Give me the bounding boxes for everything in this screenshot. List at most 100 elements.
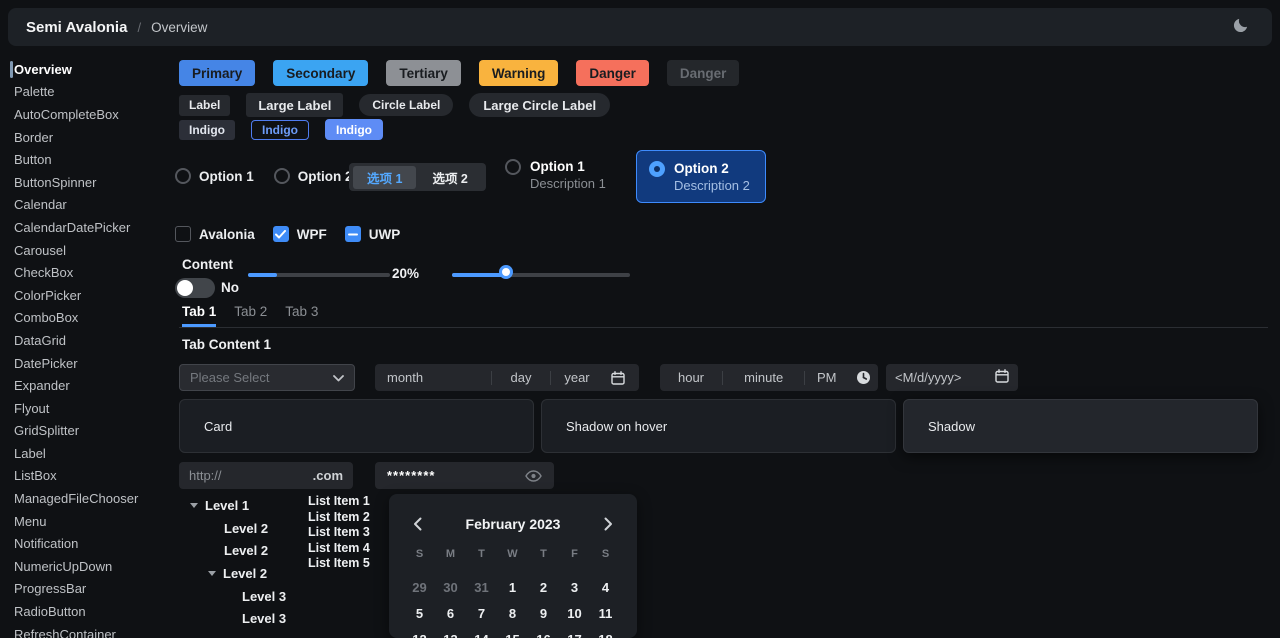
url-input[interactable]: http:// .com	[179, 462, 353, 489]
radio-option-2[interactable]: Option 2	[273, 168, 353, 184]
time-picker[interactable]: hour minute PM	[660, 364, 878, 391]
sidebar-item-border[interactable]: Border	[0, 126, 172, 149]
calendar-day[interactable]: 9	[539, 605, 548, 621]
sidebar-item-buttonspinner[interactable]: ButtonSpinner	[0, 171, 172, 194]
calendar-day[interactable]: 16	[528, 626, 559, 638]
calendar-month-title[interactable]: February 2023	[465, 516, 561, 532]
list-item[interactable]: List Item 4	[308, 540, 370, 555]
secondary-button[interactable]: Secondary	[273, 60, 369, 86]
tree-item-level2[interactable]: Level 2	[186, 517, 286, 540]
select-dropdown[interactable]: Please Select	[179, 364, 355, 391]
sidebar-item-button[interactable]: Button	[0, 148, 172, 171]
primary-button[interactable]: Primary	[179, 60, 256, 86]
tree-item-level3[interactable]: Level 3	[186, 607, 286, 630]
calendar-day[interactable]: 31	[474, 579, 489, 595]
sidebar-item-overview[interactable]: Overview	[0, 58, 172, 81]
calendar-day[interactable]: 15	[497, 626, 528, 638]
slider-thumb[interactable]	[499, 265, 513, 279]
sidebar-item-refreshcontainer[interactable]: RefreshContainer	[0, 623, 172, 638]
danger-button[interactable]: Danger	[576, 60, 649, 86]
tab-1[interactable]: Tab 1	[182, 304, 217, 327]
sidebar-item-managedfilechooser[interactable]: ManagedFileChooser	[0, 487, 172, 510]
calendar-day[interactable]: 1	[508, 579, 517, 595]
sidebar-item-numericupdown[interactable]: NumericUpDown	[0, 555, 172, 578]
card-radio-option-2-selected[interactable]: Option 2 Description 2	[636, 150, 766, 203]
list-item[interactable]: List Item 5	[308, 556, 370, 570]
sidebar-item-combobox[interactable]: ComboBox	[0, 307, 172, 330]
tree-item-level2-expanded[interactable]: Level 2	[186, 562, 286, 585]
segment-option-2[interactable]: 选项 2	[432, 171, 468, 186]
theme-toggle-button[interactable]	[1228, 14, 1254, 40]
tab-3[interactable]: Tab 3	[285, 304, 319, 319]
calendar-day[interactable]: 11	[598, 605, 613, 621]
sidebar-item-datepicker[interactable]: DatePicker	[0, 352, 172, 375]
calendar-day[interactable]: 13	[435, 626, 466, 638]
sidebar-item-notification[interactable]: Notification	[0, 532, 172, 555]
tree-item-level3[interactable]: Level 3	[186, 585, 286, 608]
sidebar-item-calendar[interactable]: Calendar	[0, 194, 172, 217]
list-box: List Item 1 List Item 2 List Item 3 List…	[308, 494, 370, 572]
date-picker[interactable]: month day year	[375, 364, 639, 391]
date-picker-year[interactable]: year	[564, 370, 590, 385]
calendar-day[interactable]: 2	[539, 579, 548, 595]
sidebar-item-label[interactable]: Label	[0, 442, 172, 465]
calendar-day[interactable]: 6	[446, 605, 455, 621]
toggle-switch-off[interactable]	[175, 278, 215, 298]
calendar-day[interactable]: 4	[601, 579, 610, 595]
checkbox-uwp[interactable]: UWP	[344, 226, 400, 242]
sidebar-item-progressbar[interactable]: ProgressBar	[0, 578, 172, 601]
calendar-day[interactable]: 8	[508, 605, 517, 621]
calendar-day[interactable]: 10	[567, 605, 582, 621]
caret-down-icon[interactable]	[208, 570, 216, 576]
sidebar-item-colorpicker[interactable]: ColorPicker	[0, 284, 172, 307]
calendar-day[interactable]: 14	[466, 626, 497, 638]
chevron-right-icon[interactable]	[604, 517, 613, 531]
eye-icon[interactable]	[525, 469, 542, 482]
sidebar-item-carousel[interactable]: Carousel	[0, 239, 172, 262]
slider[interactable]	[452, 273, 630, 277]
slider[interactable]	[248, 273, 390, 277]
calendar-day[interactable]: 29	[412, 579, 427, 595]
time-picker-meridiem[interactable]: PM	[816, 370, 837, 385]
chevron-left-icon[interactable]	[413, 517, 422, 531]
sidebar-item-gridsplitter[interactable]: GridSplitter	[0, 420, 172, 443]
warning-button[interactable]: Warning	[478, 60, 559, 86]
checkbox-wpf[interactable]: WPF	[272, 226, 327, 242]
calendar-day[interactable]: 5	[415, 605, 424, 621]
list-item[interactable]: List Item 3	[308, 525, 370, 539]
tab-2[interactable]: Tab 2	[234, 304, 268, 319]
sidebar-item-radiobutton[interactable]: RadioButton	[0, 600, 172, 623]
checkbox-avalonia[interactable]: Avalonia	[175, 226, 255, 242]
tertiary-button[interactable]: Tertiary	[386, 60, 461, 86]
list-item[interactable]: List Item 1	[308, 494, 370, 508]
card-radio-option-1[interactable]: Option 1 Description 1	[505, 158, 606, 193]
tree-item-level1[interactable]: Level 1	[186, 494, 286, 517]
caret-down-icon[interactable]	[190, 502, 198, 508]
sidebar-item-menu[interactable]: Menu	[0, 510, 172, 533]
card-radio-description: Description 1	[530, 176, 606, 191]
calendar-day[interactable]: 12	[404, 626, 435, 638]
sidebar-item-autocompletebox[interactable]: AutoCompleteBox	[0, 103, 172, 126]
sidebar-item-calendardatepicker[interactable]: CalendarDatePicker	[0, 216, 172, 239]
date-picker-month[interactable]: month	[387, 370, 424, 385]
tree-item-level2[interactable]: Level 2	[186, 539, 286, 562]
calendar-day[interactable]: 17	[559, 626, 590, 638]
sidebar-item-datagrid[interactable]: DataGrid	[0, 329, 172, 352]
date-format-picker[interactable]: <M/d/yyyy>	[886, 364, 1018, 391]
calendar-day[interactable]: 18	[590, 626, 621, 638]
password-input[interactable]: ********	[375, 462, 554, 489]
calendar-day[interactable]: 7	[477, 605, 486, 621]
segment-option-1[interactable]: 选项 1	[353, 165, 417, 189]
sidebar-item-listbox[interactable]: ListBox	[0, 465, 172, 488]
sidebar-item-palette[interactable]: Palette	[0, 81, 172, 104]
time-picker-minute[interactable]: minute	[744, 370, 784, 385]
sidebar-item-expander[interactable]: Expander	[0, 374, 172, 397]
sidebar-item-checkbox[interactable]: CheckBox	[0, 261, 172, 284]
calendar-day[interactable]: 30	[443, 579, 458, 595]
date-picker-day[interactable]: day	[510, 370, 532, 385]
radio-option-1[interactable]: Option 1	[175, 168, 254, 184]
calendar-day[interactable]: 3	[570, 579, 579, 595]
sidebar-item-flyout[interactable]: Flyout	[0, 397, 172, 420]
time-picker-hour[interactable]: hour	[677, 370, 705, 385]
list-item[interactable]: List Item 2	[308, 509, 370, 524]
